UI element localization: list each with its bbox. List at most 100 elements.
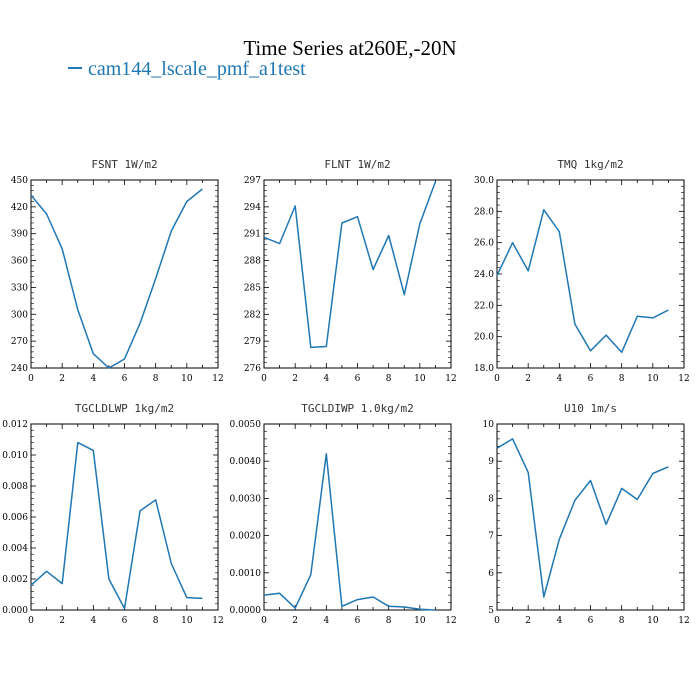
x-tick-label: 8 [619,616,625,626]
x-tick-label: 10 [414,616,426,626]
y-tick-label: 0.0040 [230,457,262,467]
series-line [496,438,669,598]
legend-line-swatch [68,67,82,70]
x-tick-label: 0 [261,616,267,626]
x-tick-label: 0 [494,374,500,384]
y-tick-label: 28.0 [474,207,494,217]
x-tick-label: 12 [678,616,689,626]
panel-title: TGCLDLWP 1kg/m2 [75,402,174,415]
x-tick-label: 0 [28,374,34,384]
y-tick-label: 360 [11,257,28,267]
series-line [30,188,203,369]
y-tick-label: 0.0030 [230,494,262,504]
y-tick-label: 10 [483,420,495,430]
y-tick-label: 6 [488,569,494,579]
y-tick-label: 276 [244,364,261,374]
x-tick-label: 4 [323,616,329,626]
legend: cam144_lscale_pmf_a1test [68,58,306,81]
y-tick-label: 450 [11,176,28,186]
x-tick-label: 4 [556,616,562,626]
panel-1: FSNT 1W/m2 0 2 4 6 8 10 12 240 270 300 330 360 390 420… [11,158,224,384]
y-tick-label: 22.0 [474,301,494,311]
y-tick-label: 0.010 [2,451,28,461]
series-line [263,181,437,349]
panel-5: TGCLDIWP 1.0kg/m2 0 2 4 6 8 10 12 0.0000 0.0010 0.… [230,402,457,626]
y-tick-label: 8 [488,494,494,504]
legend-label: cam144_lscale_pmf_a1test [88,58,306,80]
x-tick-label: 10 [647,374,659,384]
y-tick-label: 270 [11,337,28,347]
x-tick-label: 2 [292,374,298,384]
plot-frame [30,423,219,611]
y-tick-label: 390 [11,230,28,240]
y-tick-label: 294 [244,203,261,213]
y-tick-label: 18.0 [474,364,494,374]
y-tick-label: 7 [488,532,494,542]
x-tick-label: 8 [153,374,159,384]
y-tick-label: 0.0020 [230,532,262,542]
y-tick-label: 5 [488,606,494,616]
y-tick-label: 420 [11,203,28,213]
y-tick-label: 0.006 [2,513,28,523]
x-tick-label: 12 [445,374,456,384]
plot-frame [263,179,452,369]
x-tick-label: 8 [619,374,625,384]
panel-title: TMQ 1kg/m2 [557,158,623,171]
y-tick-label: 0.0010 [230,569,262,579]
plot-frame [30,179,219,369]
x-tick-label: 8 [153,616,159,626]
y-tick-label: 291 [244,230,261,240]
x-tick-label: 2 [525,616,531,626]
x-tick-label: 6 [122,616,128,626]
y-tick-label: 0.002 [2,575,28,585]
x-tick-label: 2 [59,374,65,384]
panel-title: FLNT 1W/m2 [324,158,390,171]
y-tick-label: 0.008 [2,482,28,492]
y-tick-label: 0.012 [2,420,28,430]
x-tick-label: 10 [414,374,426,384]
panel-4: TGCLDLWP 1kg/m2 0 2 4 6 8 10 12 0.000 0.002 0.004 0… [2,402,223,626]
panel-6: U10 1m/s 0 2 4 6 8 10 12 5 6 7 8 9 10 [483,402,690,626]
x-tick-label: 8 [386,374,392,384]
y-tick-label: 279 [244,337,261,347]
x-tick-label: 2 [292,616,298,626]
x-tick-label: 6 [355,616,361,626]
x-tick-label: 10 [181,374,193,384]
x-tick-label: 6 [122,374,128,384]
x-tick-label: 0 [494,616,500,626]
x-tick-label: 6 [588,374,594,384]
x-tick-label: 4 [323,374,329,384]
y-tick-label: 288 [244,257,261,267]
y-tick-label: 240 [11,364,28,374]
y-tick-label: 300 [11,310,28,320]
y-tick-label: 9 [488,457,494,467]
x-tick-label: 12 [445,616,456,626]
y-tick-label: 0.0050 [230,420,262,430]
y-tick-label: 282 [244,310,261,320]
plot-frame [496,423,685,611]
x-tick-label: 12 [678,374,689,384]
x-tick-label: 12 [212,616,223,626]
y-tick-label: 20.0 [474,333,494,343]
x-tick-label: 6 [355,374,361,384]
y-tick-label: 30.0 [474,176,494,186]
y-tick-label: 330 [11,283,28,293]
plot-frame [263,423,452,611]
x-tick-label: 4 [90,374,96,384]
x-tick-label: 6 [588,616,594,626]
x-tick-label: 12 [212,374,223,384]
y-tick-label: 26.0 [474,239,494,249]
series-line [263,453,436,611]
y-tick-label: 0.0000 [230,606,262,616]
y-tick-label: 285 [244,283,261,293]
y-tick-label: 24.0 [474,270,494,280]
plot-frame [496,179,685,369]
panel-title: TGCLDIWP 1.0kg/m2 [301,402,414,415]
panel-3: TMQ 1kg/m2 0 2 4 6 8 10 12 18.0 20.0 22.0 24.0 26.0 2… [474,158,690,384]
x-tick-label: 0 [28,616,34,626]
series-line [30,441,203,610]
x-tick-label: 10 [647,616,659,626]
y-tick-label: 297 [244,176,261,186]
x-tick-label: 8 [386,616,392,626]
